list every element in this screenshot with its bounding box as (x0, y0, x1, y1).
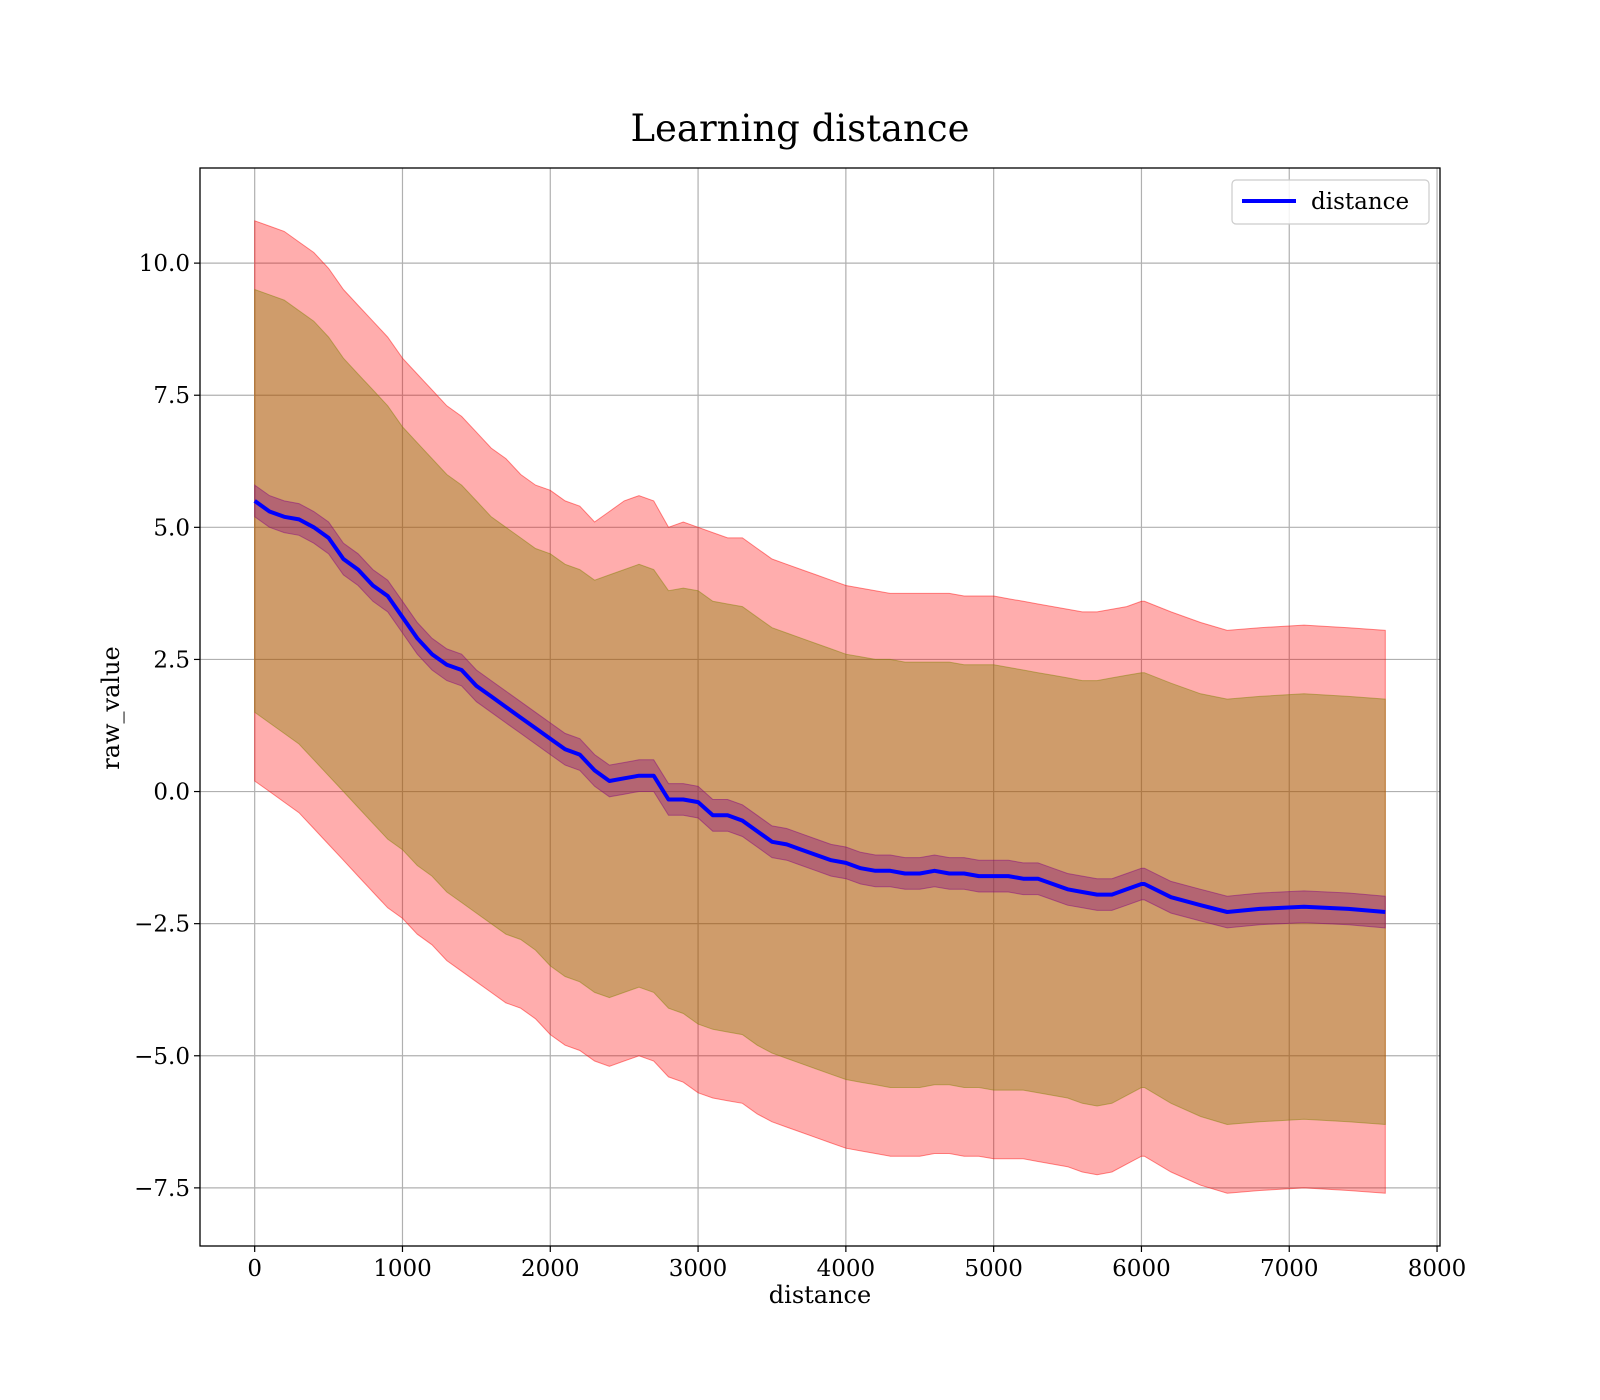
y-tick-label: 5.0 (153, 515, 190, 541)
y-tick-label: −2.5 (134, 912, 190, 938)
grid (200, 168, 1440, 1246)
band-middle (254, 288, 1386, 1126)
x-tick-label: 3000 (669, 1256, 728, 1282)
y-tick-label: 0.0 (153, 780, 190, 806)
x-tick-label: 4000 (817, 1256, 876, 1282)
x-axis-label: distance (769, 1281, 871, 1309)
x-tick-label: 1000 (373, 1256, 432, 1282)
series-lines (253, 499, 1386, 914)
x-tick-label: 7000 (1260, 1256, 1319, 1282)
y-tick-label: −5.0 (134, 1044, 190, 1070)
axis-ticks: 0 1000 2000 3000 4000 5000 6000 7000 8000 −7.5 −5.… (134, 251, 1466, 1282)
x-tick-label: 2000 (521, 1256, 580, 1282)
x-tick-label: 5000 (964, 1256, 1023, 1282)
y-axis-label: raw_value (97, 646, 125, 770)
x-tick-label: 0 (247, 1256, 262, 1282)
x-tick-label: 8000 (1408, 1256, 1467, 1282)
legend-box (1231, 179, 1430, 225)
band-outer (254, 220, 1386, 1194)
y-tick-label: 7.5 (153, 383, 190, 409)
y-tick-label: −7.5 (134, 1176, 190, 1202)
legend-label-distance: distance (1311, 189, 1409, 215)
band-inner (254, 484, 1386, 929)
series-line-distance (253, 499, 1386, 914)
chart-title: Learning distance (630, 107, 969, 150)
legend: distance (1231, 179, 1430, 225)
y-tick-label: 10.0 (139, 251, 190, 277)
y-tick-label: 2.5 (153, 647, 190, 673)
bands (254, 220, 1386, 1194)
x-tick-label: 6000 (1112, 1256, 1171, 1282)
plot-frame (199, 167, 1441, 1247)
